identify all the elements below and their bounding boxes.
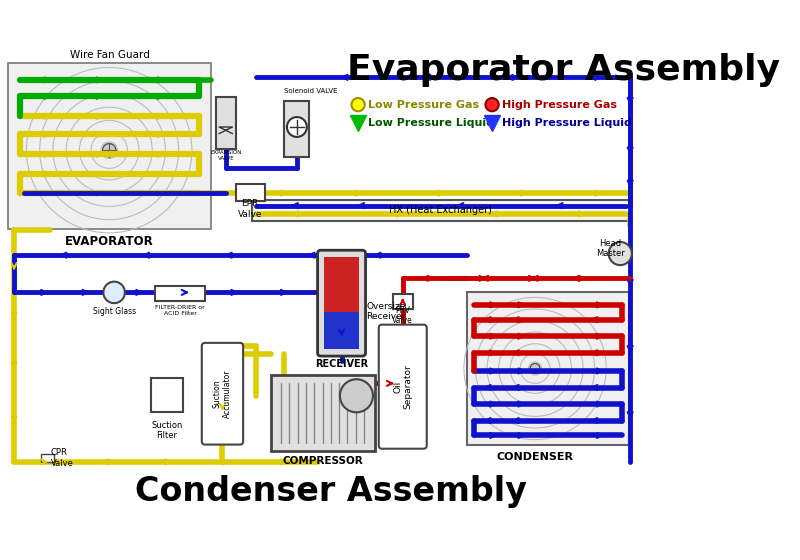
Circle shape — [530, 363, 540, 374]
Text: COMPRESSOR: COMPRESSOR — [282, 456, 363, 466]
Circle shape — [287, 117, 307, 137]
Bar — [41, 454, 54, 462]
FancyBboxPatch shape — [318, 250, 366, 356]
Text: CONDENSER: CONDENSER — [497, 452, 574, 462]
Circle shape — [340, 379, 373, 412]
Bar — [151, 377, 182, 412]
Bar — [271, 375, 374, 451]
Text: HX (Heat Exchanger): HX (Heat Exchanger) — [390, 205, 492, 214]
Text: Condenser Assembly: Condenser Assembly — [135, 475, 526, 508]
Text: Oil
Separator: Oil Separator — [393, 365, 413, 409]
Text: EPR
Valve: EPR Valve — [238, 199, 262, 218]
Text: CPR
Valve: CPR Valve — [50, 448, 74, 468]
Text: Head
Master: Head Master — [596, 239, 625, 258]
Text: PRV
Valve: PRV Valve — [392, 306, 413, 325]
Text: Sight Glass: Sight Glass — [93, 307, 136, 316]
Circle shape — [102, 143, 116, 157]
Circle shape — [351, 98, 365, 111]
Text: Suction
Filter: Suction Filter — [151, 421, 182, 440]
Text: Wire Fan Guard: Wire Fan Guard — [70, 50, 150, 60]
Text: EXPANSION
VALVE: EXPANSION VALVE — [210, 150, 242, 161]
Circle shape — [609, 242, 632, 265]
Bar — [236, 184, 265, 200]
Bar — [324, 257, 359, 316]
Bar — [393, 294, 413, 309]
FancyBboxPatch shape — [216, 97, 236, 148]
Bar — [8, 63, 211, 228]
Bar — [155, 286, 205, 301]
Bar — [324, 312, 359, 349]
Bar — [467, 292, 629, 445]
FancyBboxPatch shape — [378, 325, 426, 449]
Text: Oversize
Receiver: Oversize Receiver — [366, 302, 406, 321]
Text: EVAPORATOR: EVAPORATOR — [66, 235, 154, 248]
Text: Evaporator Assembly: Evaporator Assembly — [347, 53, 780, 87]
Text: Low Pressure Liquid: Low Pressure Liquid — [368, 118, 494, 128]
Bar — [252, 200, 630, 221]
Text: Low Pressure Gas: Low Pressure Gas — [368, 100, 479, 110]
Text: High Pressure Gas: High Pressure Gas — [502, 100, 617, 110]
Circle shape — [103, 282, 125, 303]
FancyBboxPatch shape — [202, 343, 243, 445]
Text: Suction
Accumulator: Suction Accumulator — [213, 369, 232, 418]
Text: FILTER-DRIER or
ACID Filter: FILTER-DRIER or ACID Filter — [155, 305, 205, 316]
Circle shape — [486, 98, 498, 111]
Text: Solenoid VALVE: Solenoid VALVE — [284, 88, 337, 94]
FancyBboxPatch shape — [285, 101, 310, 157]
Text: RECEIVER: RECEIVER — [315, 360, 368, 370]
Text: High Pressure Liquid: High Pressure Liquid — [502, 118, 632, 128]
